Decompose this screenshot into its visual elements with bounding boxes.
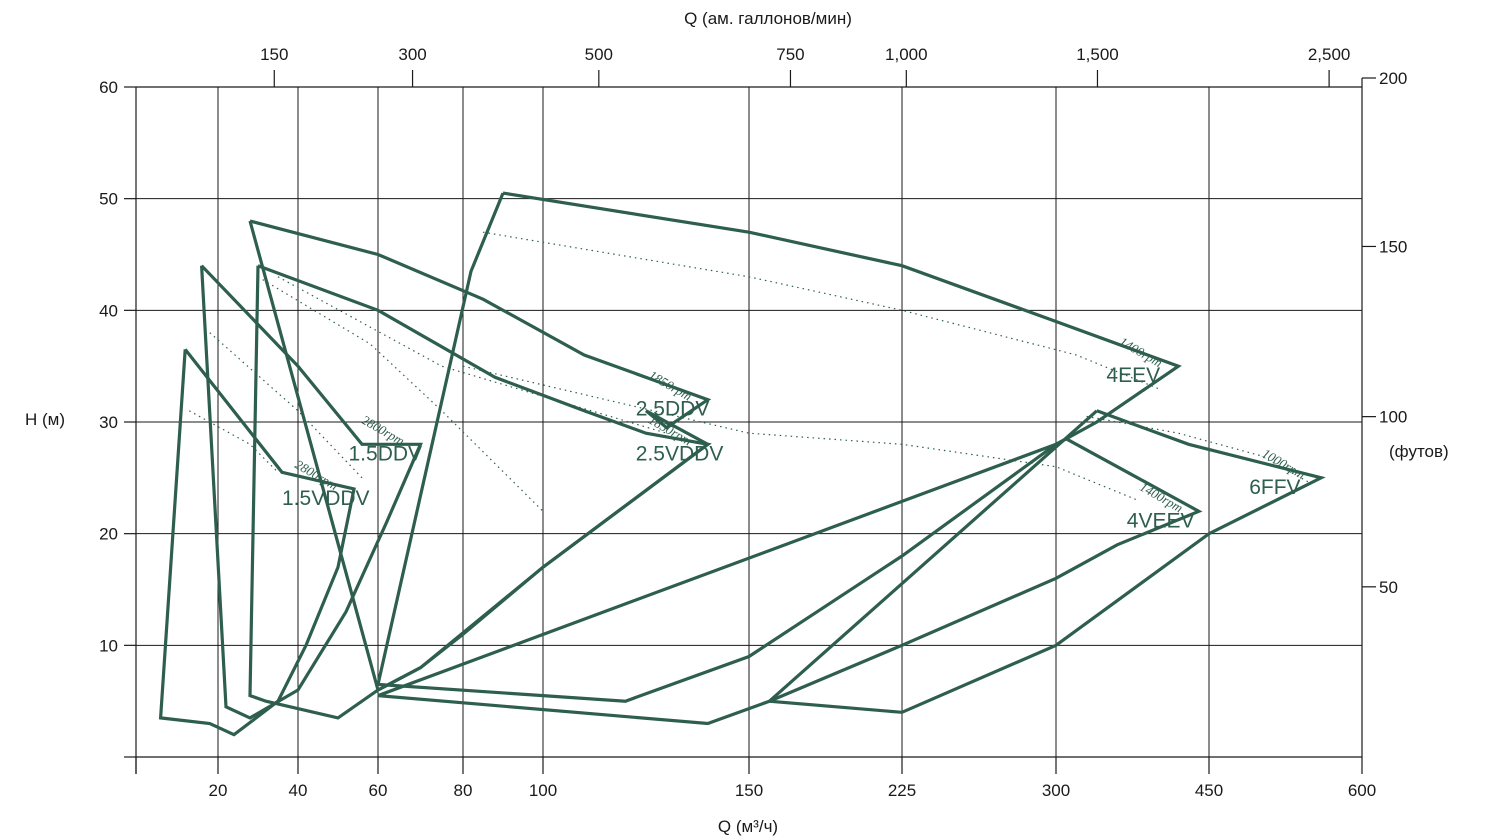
left-tick-label-10: 10 bbox=[99, 636, 118, 655]
top-tick-label-750: 750 bbox=[776, 45, 804, 64]
left-tick-label-40: 40 bbox=[99, 301, 118, 320]
bottom-tick-label-300: 300 bbox=[1042, 781, 1070, 800]
bottom-tick-label-150: 150 bbox=[735, 781, 763, 800]
envelope-1-5vddv bbox=[158, 348, 356, 737]
speed-curves bbox=[189, 231, 1312, 512]
top-tick-label-500: 500 bbox=[585, 45, 613, 64]
top-tick-label-300: 300 bbox=[398, 45, 426, 64]
right-tick-label-150: 150 bbox=[1379, 237, 1407, 256]
model-label-4eev: 4EEV bbox=[1106, 364, 1160, 387]
envelope-4veev bbox=[377, 437, 1203, 726]
bottom-tick-label-100: 100 bbox=[529, 781, 557, 800]
left-tick-label-20: 20 bbox=[99, 525, 118, 544]
bottom-tick-label-450: 450 bbox=[1195, 781, 1223, 800]
top-tick-label-1,000: 1,000 bbox=[885, 45, 928, 64]
envelope-4eev bbox=[376, 191, 1182, 703]
envelope-6ffv bbox=[765, 409, 1326, 714]
bottom-tick-label-80: 80 bbox=[454, 781, 473, 800]
envelope-2-5ddv bbox=[248, 219, 712, 693]
speed-curve-2-5ddv bbox=[277, 276, 667, 434]
speed-curve-6ffv bbox=[1086, 415, 1312, 484]
model-label-6ffv: 6FFV bbox=[1249, 476, 1300, 499]
top-tick-label-150: 150 bbox=[260, 45, 288, 64]
left-axis-title: H (м) bbox=[25, 410, 65, 429]
envelope-1-5ddv bbox=[200, 264, 423, 720]
bottom-tick-label-40: 40 bbox=[289, 781, 308, 800]
model-label-2-5vddv: 2.5VDDV bbox=[636, 442, 724, 465]
right-axis-title: (футов) bbox=[1389, 442, 1449, 461]
right-tick-label-100: 100 bbox=[1379, 408, 1407, 427]
speed-curve-1-5ddv bbox=[209, 332, 363, 479]
speed-curve-4veev bbox=[462, 365, 1138, 501]
bottom-tick-label-225: 225 bbox=[888, 781, 916, 800]
left-tick-label-50: 50 bbox=[99, 190, 118, 209]
bottom-tick-label-20: 20 bbox=[209, 781, 228, 800]
model-label-4veev: 4VEEV bbox=[1127, 509, 1195, 532]
bottom-tick-label-60: 60 bbox=[369, 781, 388, 800]
model-label-2-5ddv: 2.5DDV bbox=[636, 398, 710, 421]
right-tick-label-200: 200 bbox=[1379, 69, 1407, 88]
top-tick-label-1,500: 1,500 bbox=[1076, 45, 1119, 64]
left-tick-label-30: 30 bbox=[99, 413, 118, 432]
model-label-1-5ddv: 1.5DDV bbox=[349, 442, 423, 465]
tick-labels: 10 20 30 40 50 60 20 40 60 80 100 150 225 300 450 600 15… bbox=[99, 45, 1407, 800]
right-tick-label-50: 50 bbox=[1379, 578, 1398, 597]
top-tick-label-2,500: 2,500 bbox=[1308, 45, 1351, 64]
pump-envelopes bbox=[158, 191, 1326, 737]
model-label-1-5vddv: 1.5VDDV bbox=[282, 487, 370, 510]
left-tick-label-60: 60 bbox=[99, 78, 118, 97]
top-axis-title: Q (ам. галлонов/мин) bbox=[684, 9, 852, 28]
bottom-axis-title: Q (м³/ч) bbox=[718, 817, 778, 836]
speed-curve-1-5vddv bbox=[189, 410, 279, 473]
bottom-tick-label-600: 600 bbox=[1348, 781, 1376, 800]
